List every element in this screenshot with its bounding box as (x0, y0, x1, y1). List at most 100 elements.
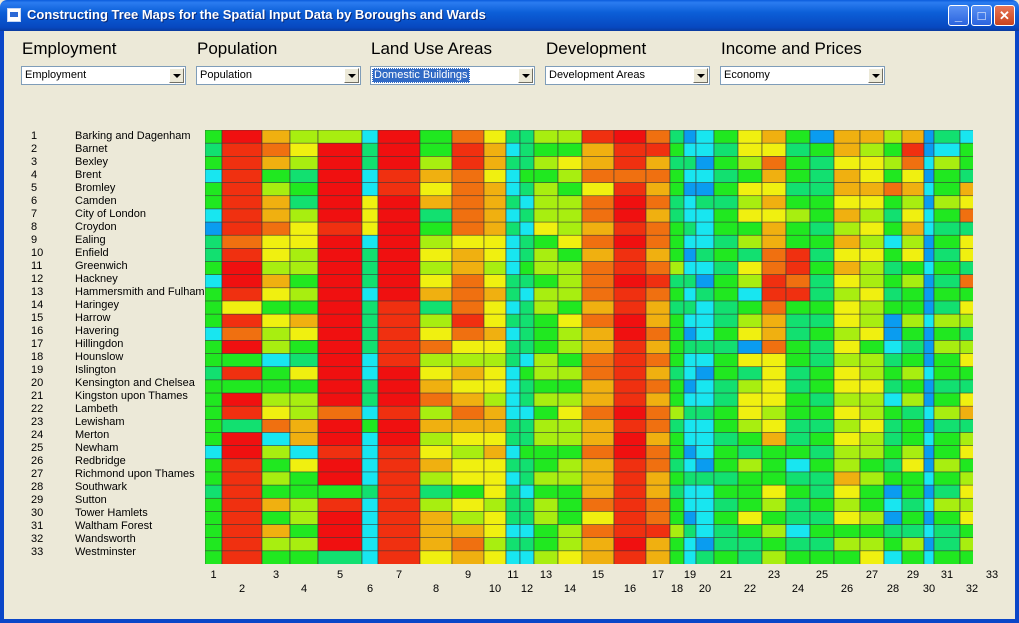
borough-name: Camden (75, 195, 117, 207)
borough-number: 28 (31, 481, 44, 493)
treemap-cell (645, 169, 671, 184)
treemap-cell (761, 353, 787, 368)
treemap-cell (317, 142, 363, 157)
borough-name: Merton (75, 429, 110, 441)
chevron-down-icon[interactable] (693, 68, 708, 83)
treemap-cell (221, 142, 263, 157)
treemap-cell (377, 405, 421, 420)
treemap-cell (761, 326, 787, 342)
treemap-cell (483, 130, 507, 144)
treemap-cell (761, 432, 787, 447)
treemap-cell (645, 366, 671, 381)
treemap-cell (669, 287, 685, 302)
treemap-cell (289, 353, 319, 368)
treemap-cell (483, 313, 507, 328)
borough-name: Havering (75, 325, 120, 337)
treemap-cell (361, 405, 379, 420)
treemap-cell (451, 353, 485, 368)
chevron-down-icon[interactable] (518, 68, 533, 83)
treemap-cell (737, 445, 763, 460)
treemap-cell (713, 130, 739, 144)
treemap-cell (683, 511, 697, 526)
treemap-cell (377, 234, 421, 249)
treemap-cell (785, 445, 811, 460)
treemap-cell (613, 274, 647, 289)
treemap-cell (683, 392, 697, 407)
treemap-cell (645, 300, 671, 315)
treemap-cell (533, 537, 559, 552)
chevron-down-icon[interactable] (868, 68, 883, 83)
treemap-cell (809, 419, 835, 434)
treemap-cell (833, 274, 861, 289)
borough-label: 7 City of London (31, 208, 146, 221)
treemap-cell (959, 419, 973, 434)
treemap-cell (581, 169, 615, 184)
treemap-cell (483, 195, 507, 210)
treemap-cell (761, 366, 787, 381)
treemap-cell (377, 155, 421, 171)
treemap-cell (713, 142, 739, 157)
treemap-cell (419, 221, 453, 236)
treemap-cell (483, 326, 507, 342)
treemap-cell (923, 458, 935, 473)
treemap-cell (261, 419, 291, 434)
income-prices-select[interactable]: Economy (720, 66, 885, 85)
treemap-cell (683, 313, 697, 328)
treemap-cell (883, 392, 903, 407)
treemap-cell (581, 550, 615, 564)
treemap-cell (695, 340, 715, 355)
treemap-cell (833, 524, 861, 539)
borough-label: 16 Havering (31, 325, 119, 338)
treemap-cell (451, 208, 485, 223)
treemap-cell (859, 419, 885, 434)
treemap-cell (785, 537, 811, 552)
column-label: 10 (488, 583, 502, 595)
treemap-cell (205, 155, 223, 171)
treemap-cell (737, 353, 763, 368)
treemap-cell (505, 261, 521, 276)
treemap-cell (505, 550, 521, 564)
treemap-cell (761, 484, 787, 499)
treemap-cell (959, 169, 973, 184)
treemap-cell (419, 353, 453, 368)
employment-select[interactable]: Employment (21, 66, 186, 85)
borough-number: 25 (31, 442, 44, 454)
treemap-cell (533, 471, 559, 486)
treemap-cell (695, 261, 715, 276)
treemap-cell (317, 287, 363, 302)
treemap-cell (613, 379, 647, 394)
treemap-cell (451, 130, 485, 144)
treemap-cell (859, 221, 885, 236)
column-label: 12 (520, 583, 534, 595)
treemap-cell (923, 234, 935, 249)
treemap-cell (737, 392, 763, 407)
treemap-cell (737, 195, 763, 210)
treemap-cell (613, 142, 647, 157)
treemap-cell (859, 340, 885, 355)
treemap-cell (483, 208, 507, 223)
chevron-down-icon[interactable] (169, 68, 184, 83)
treemap-cell (737, 261, 763, 276)
treemap-cell (761, 458, 787, 473)
close-button[interactable]: ✕ (994, 5, 1015, 26)
treemap-cell (761, 405, 787, 420)
development-select[interactable]: Development Areas (545, 66, 710, 85)
treemap-cell (377, 274, 421, 289)
treemap-cell (737, 537, 763, 552)
treemap-cell (785, 221, 811, 236)
treemap-cell (959, 537, 973, 552)
treemap-cell (901, 419, 925, 434)
chevron-down-icon[interactable] (344, 68, 359, 83)
borough-name: Hounslow (75, 351, 124, 363)
treemap-cell (205, 221, 223, 236)
borough-number: 6 (31, 195, 38, 207)
treemap-cell (833, 484, 861, 499)
treemap-cell (683, 169, 697, 184)
land-use-select[interactable]: Domestic Buildings (370, 66, 535, 85)
treemap-cell (613, 195, 647, 210)
maximize-button[interactable]: □ (971, 5, 992, 26)
minimize-button[interactable]: _ (948, 5, 969, 26)
population-select[interactable]: Population (196, 66, 361, 85)
treemap-cell (761, 234, 787, 249)
treemap-cell (557, 511, 583, 526)
